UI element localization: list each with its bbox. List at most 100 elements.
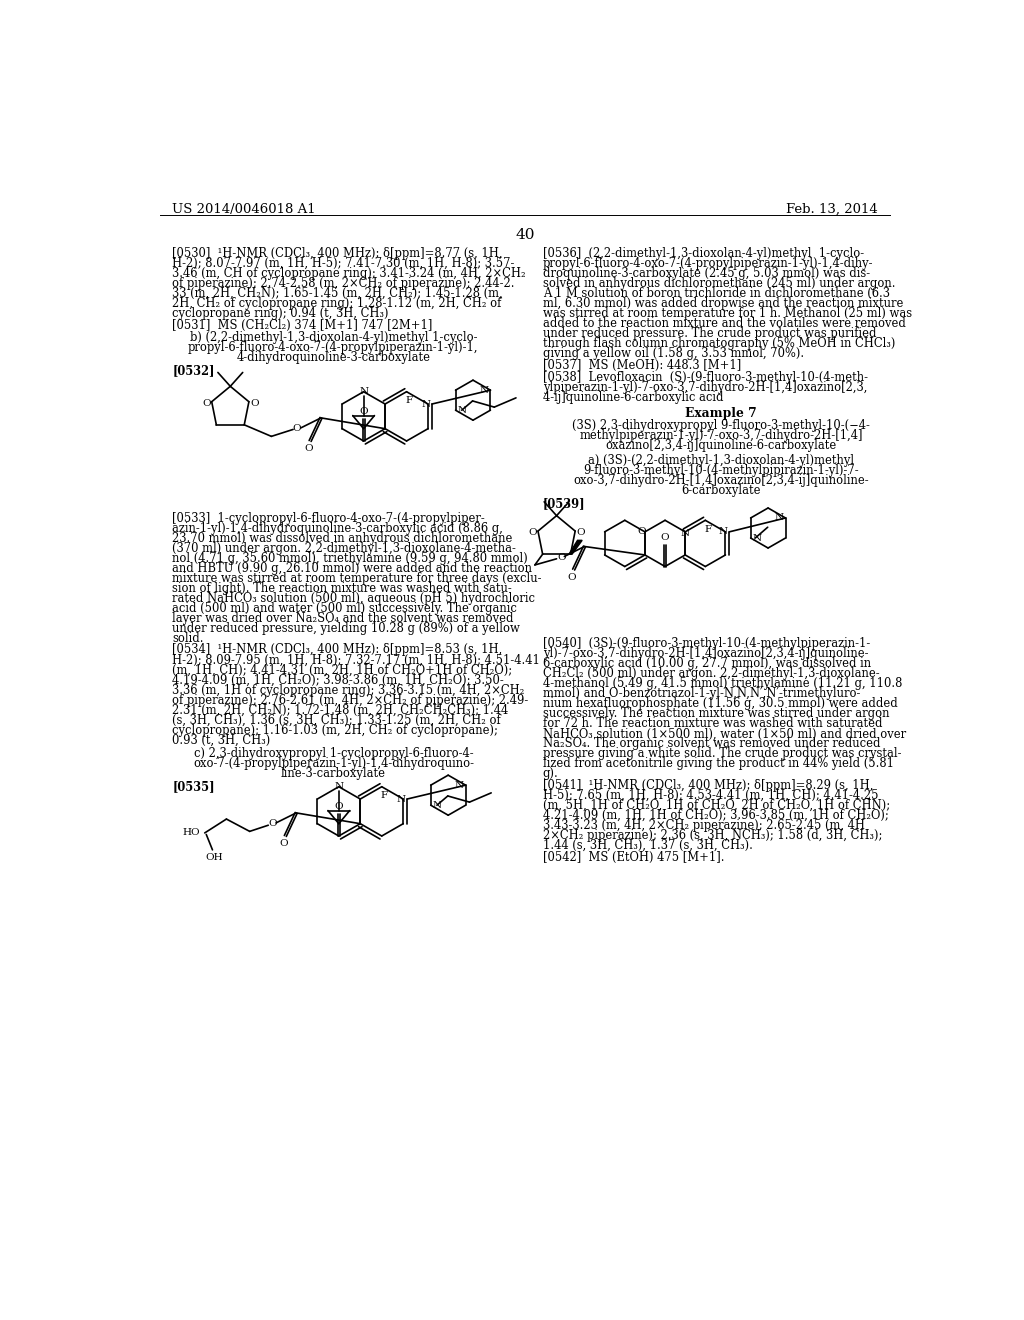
Text: oxo-7-(4-propylpiperazin-1-yl)-1,4-dihydroquino-: oxo-7-(4-propylpiperazin-1-yl)-1,4-dihyd… [193,756,474,770]
Text: O: O [528,528,537,537]
Text: oxazino[2,3,4-ij]quinoline-6-carboxylate: oxazino[2,3,4-ij]quinoline-6-carboxylate [605,440,837,453]
Text: 2H, CH₂ of cyclopropane ring); 1.28-1.12 (m, 2H, CH₂ of: 2H, CH₂ of cyclopropane ring); 1.28-1.12… [172,297,502,310]
Text: yl)-7-oxo-3,7-dihydro-2H-[1,4]oxazino[2,3,4-ij]quinoline-: yl)-7-oxo-3,7-dihydro-2H-[1,4]oxazino[2,… [543,647,868,660]
Text: propyl-6-fluoro-4-oxo-7-(4-propylpiperazin-1-yl)-1,: propyl-6-fluoro-4-oxo-7-(4-propylpiperaz… [188,341,478,354]
Text: [0534]  ¹H-NMR (CDCl₃, 400 MHz): δ[ppm]=8.53 (s, 1H,: [0534] ¹H-NMR (CDCl₃, 400 MHz): δ[ppm]=8… [172,644,503,656]
Text: 4.19-4.09 (m, 1H, CH₂O); 3.98-3.86 (m, 1H, CH₂O); 3.50-: 4.19-4.09 (m, 1H, CH₂O); 3.98-3.86 (m, 1… [172,673,504,686]
Text: [0538]  Levofloxacin  (S)-(9-fluoro-3-methyl-10-(4-meth-: [0538] Levofloxacin (S)-(9-fluoro-3-meth… [543,371,867,384]
Text: O: O [660,533,670,541]
Text: c) 2,3-dihydroxypropyl 1-cyclopropyl-6-fluoro-4-: c) 2,3-dihydroxypropyl 1-cyclopropyl-6-f… [194,747,473,760]
Text: cyclopropane); 1.16-1.03 (m, 2H, CH₂ of cyclopropane);: cyclopropane); 1.16-1.03 (m, 2H, CH₂ of … [172,723,498,737]
Text: 0.93 (t, 3H, CH₃): 0.93 (t, 3H, CH₃) [172,734,270,747]
Text: 40: 40 [515,227,535,242]
Text: N: N [681,529,690,537]
Text: solid.: solid. [172,632,204,645]
Text: ylpiperazin-1-yl)-7-oxo-3,7-dihydro-2H-[1,4]oxazino[2,3,: ylpiperazin-1-yl)-7-oxo-3,7-dihydro-2H-[… [543,381,867,393]
Text: added to the reaction mixture and the volatiles were removed: added to the reaction mixture and the vo… [543,317,905,330]
Text: droquinoline-3-carboxylate (2.45 g, 5.03 mmol) was dis-: droquinoline-3-carboxylate (2.45 g, 5.03… [543,267,869,280]
Text: [0531]  MS (CH₂Cl₂) 374 [M+1] 747 [2M+1]: [0531] MS (CH₂Cl₂) 374 [M+1] 747 [2M+1] [172,318,432,331]
Text: was stirred at room temperature for 1 h. Methanol (25 ml) was: was stirred at room temperature for 1 h.… [543,308,911,319]
Text: rated NaHCO₃ solution (500 ml), aqueous (pH 5) hydrochloric: rated NaHCO₃ solution (500 ml), aqueous … [172,591,536,605]
Text: nol (4.71 g, 35.60 mmol), triethylamine (9.59 g, 94.80 mmol): nol (4.71 g, 35.60 mmol), triethylamine … [172,552,528,565]
Text: under reduced pressure, yielding 10.28 g (89%) of a yellow: under reduced pressure, yielding 10.28 g… [172,622,520,635]
Text: 2.31 (m, 2H, CH₂N); 1.72-1.48 (m, 2H, CH₂CH₂CH₃); 1.44: 2.31 (m, 2H, CH₂N); 1.72-1.48 (m, 2H, CH… [172,704,509,717]
Text: O: O [359,408,368,416]
Text: O: O [557,553,565,562]
Text: O: O [577,528,585,537]
Text: azin-1-yl)-1,4-dihydroquinoline-3-carboxylic acid (8.86 g,: azin-1-yl)-1,4-dihydroquinoline-3-carbox… [172,521,503,535]
Text: [0537]  MS (MeOH): 448.3 [M+1]: [0537] MS (MeOH): 448.3 [M+1] [543,359,741,372]
Text: ml, 6.30 mmol) was added dropwise and the reaction mixture: ml, 6.30 mmol) was added dropwise and th… [543,297,903,310]
Text: O: O [293,424,301,433]
Text: 9-fluoro-3-methyl-10-(4-methylpipirazin-1-yl)-7-: 9-fluoro-3-methyl-10-(4-methylpipirazin-… [583,465,859,477]
Text: successively. The reaction mixture was stirred under argon: successively. The reaction mixture was s… [543,708,889,721]
Text: mixture was stirred at room temperature for three days (exclu-: mixture was stirred at room temperature … [172,572,542,585]
Text: [0535]: [0535] [172,780,215,793]
Text: 4-ij]quinoline-6-carboxylic acid: 4-ij]quinoline-6-carboxylic acid [543,391,723,404]
Text: pressure giving a white solid. The crude product was crystal-: pressure giving a white solid. The crude… [543,747,901,760]
Text: for 72 h. The reaction mixture was washed with saturated: for 72 h. The reaction mixture was washe… [543,718,882,730]
Text: O: O [638,528,646,536]
Text: 23.70 mmol) was dissolved in anhydrous dichloromethane: 23.70 mmol) was dissolved in anhydrous d… [172,532,513,545]
Text: propyl-6-fluoro-4-oxo-7-(4-propylpiperazin-1-yl)-1,4-dihy-: propyl-6-fluoro-4-oxo-7-(4-propylpiperaz… [543,257,873,271]
Text: O: O [567,573,577,582]
Text: line-3-carboxylate: line-3-carboxylate [281,767,386,780]
Text: US 2014/0046018 A1: US 2014/0046018 A1 [172,203,315,216]
Text: b) (2,2-dimethyl-1,3-dioxolan-4-yl)methyl 1-cyclo-: b) (2,2-dimethyl-1,3-dioxolan-4-yl)methy… [189,331,477,345]
Text: layer was dried over Na₂SO₄ and the solvent was removed: layer was dried over Na₂SO₄ and the solv… [172,612,514,624]
Text: [0533]  1-cyclopropyl-6-fluoro-4-oxo-7-(4-propylpiper-: [0533] 1-cyclopropyl-6-fluoro-4-oxo-7-(4… [172,512,485,525]
Text: O: O [268,820,278,828]
Text: cyclopropane ring); 0.94 (t, 3H, CH₃): cyclopropane ring); 0.94 (t, 3H, CH₃) [172,308,389,319]
Text: lized from acetonitrile giving the product in 44% yield (5.81: lized from acetonitrile giving the produ… [543,758,894,771]
Text: and HBTU (9.90 g, 26.10 mmol) were added and the reaction: and HBTU (9.90 g, 26.10 mmol) were added… [172,562,532,576]
Text: solved in anhydrous dichloromethane (245 ml) under argon.: solved in anhydrous dichloromethane (245… [543,277,895,290]
Text: 3.43-3.23 (m, 4H, 2×CH₂ piperazine); 2.65-2.45 (m, 4H: 3.43-3.23 (m, 4H, 2×CH₂ piperazine); 2.6… [543,818,864,832]
Text: O: O [304,445,313,453]
Text: methylpiperazin-1-yl)-7-oxo-3,7-dihydro-2H-[1,4]: methylpiperazin-1-yl)-7-oxo-3,7-dihydro-… [580,429,862,442]
Text: of piperazine); 2.76-2.61 (m, 4H, 2×CH₂ of piperazine); 2.49-: of piperazine); 2.76-2.61 (m, 4H, 2×CH₂ … [172,693,528,706]
Text: [0539]: [0539] [543,498,586,511]
Text: [0540]  (3S)-(9-fluoro-3-methyl-10-(4-methylpiperazin-1-: [0540] (3S)-(9-fluoro-3-methyl-10-(4-met… [543,638,869,651]
Text: 4-dihydroquinoline-3-carboxylate: 4-dihydroquinoline-3-carboxylate [237,351,430,364]
Text: H-5); 7.65 (m, 1H, H-8); 4.53-4.41 (m, 1H, CH); 4.41-4.25: H-5); 7.65 (m, 1H, H-8); 4.53-4.41 (m, 1… [543,789,879,803]
Text: 3.46 (m, CH of cyclopropane ring); 3.41-3.24 (m, 4H, 2×CH₂: 3.46 (m, CH of cyclopropane ring); 3.41-… [172,267,525,280]
Text: 3.36 (m, 1H of cyclopropane ring); 3.36-3.15 (m, 4H, 2×CH₂: 3.36 (m, 1H of cyclopropane ring); 3.36-… [172,684,524,697]
Text: O: O [280,840,288,849]
Polygon shape [569,540,583,554]
Text: F: F [406,396,413,405]
Text: F: F [705,525,712,535]
Text: (m, 1H, CH); 4.41-4.31 (m, 2H, 1H of CH₂O+1H of CH₂O);: (m, 1H, CH); 4.41-4.31 (m, 2H, 1H of CH₂… [172,664,512,677]
Text: [0530]  ¹H-NMR (CDCl₃, 400 MHz): δ[ppm]=8.77 (s, 1H,: [0530] ¹H-NMR (CDCl₃, 400 MHz): δ[ppm]=8… [172,247,503,260]
Text: H-2); 8.07-7.97 (m, 1H, H-5); 7.41-7.30 (m, 1H, H-8); 3.57-: H-2); 8.07-7.97 (m, 1H, H-5); 7.41-7.30 … [172,257,514,271]
Text: a) (3S)-(2,2-dimethyl-1,3-dioxolan-4-yl)methyl: a) (3S)-(2,2-dimethyl-1,3-dioxolan-4-yl)… [588,454,854,467]
Text: oxo-3,7-dihydro-2H-[1,4]oxazino[2,3,4-ij]quinoline-: oxo-3,7-dihydro-2H-[1,4]oxazino[2,3,4-ij… [573,474,868,487]
Text: O: O [250,399,259,408]
Text: mmol) and O-benzotriazol-1-yl-N,N,N′,N′-trimethyluro-: mmol) and O-benzotriazol-1-yl-N,N,N′,N′-… [543,688,860,701]
Text: 6-carboxylic acid (10.00 g, 27.7 mmol), was dissolved in: 6-carboxylic acid (10.00 g, 27.7 mmol), … [543,657,870,671]
Text: (3S) 2,3-dihydroxypropyl 9-fluoro-3-methyl-10-(−4-: (3S) 2,3-dihydroxypropyl 9-fluoro-3-meth… [572,420,869,433]
Text: O: O [202,399,211,408]
Text: 1.44 (s, 3H, CH₃), 1.37 (s, 3H, CH₃).: 1.44 (s, 3H, CH₃), 1.37 (s, 3H, CH₃). [543,840,753,853]
Text: giving a yellow oil (1.58 g, 3.53 mmol, 70%).: giving a yellow oil (1.58 g, 3.53 mmol, … [543,347,804,360]
Text: N: N [719,528,728,536]
Text: of piperazine); 2.74-2.58 (m, 2×CH₂ of piperazine); 2.44-2.: of piperazine); 2.74-2.58 (m, 2×CH₂ of p… [172,277,515,290]
Text: H-2); 8.09-7.95 (m, 1H, H-8); 7.32-7.17 (m, 1H, H-8); 4.51-4.41: H-2); 8.09-7.95 (m, 1H, H-8); 7.32-7.17 … [172,653,540,667]
Text: Feb. 13, 2014: Feb. 13, 2014 [785,203,878,216]
Text: acid (500 ml) and water (500 ml) successively. The organic: acid (500 ml) and water (500 ml) success… [172,602,517,615]
Text: N: N [432,801,441,809]
Text: N: N [479,385,488,395]
Text: (m, 5H, 1H of CH₂O, 1H of CH₂O, 2H of CH₂O, 1H of CHN);: (m, 5H, 1H of CH₂O, 1H of CH₂O, 2H of CH… [543,799,890,812]
Text: N: N [359,387,369,396]
Text: N: N [775,513,784,523]
Text: sion of light). The reaction mixture was washed with satu-: sion of light). The reaction mixture was… [172,582,512,595]
Text: A 1 M solution of boron trichloride in dichloromethane (6.3: A 1 M solution of boron trichloride in d… [543,286,890,300]
Text: N: N [455,780,464,789]
Text: N: N [396,795,406,804]
Text: through flash column chromatography (5% MeOH in CHCl₃): through flash column chromatography (5% … [543,337,895,350]
Text: Example 7: Example 7 [685,407,757,420]
Text: 4.21-4.09 (m, 1H, 1H of CH₂O); 3.96-3.85 (m, 1H of CH₂O);: 4.21-4.09 (m, 1H, 1H of CH₂O); 3.96-3.85… [543,809,889,822]
Text: OH: OH [205,853,223,862]
Text: [0541]  ¹H-NMR (CDCl₃, 400 MHz): δ[ppm]=8.29 (s, 1H,: [0541] ¹H-NMR (CDCl₃, 400 MHz): δ[ppm]=8… [543,779,873,792]
Text: HO: HO [182,829,200,837]
Text: (370 ml) under argon. 2,2-dimethyl-1,3-dioxolane-4-metha-: (370 ml) under argon. 2,2-dimethyl-1,3-d… [172,543,516,554]
